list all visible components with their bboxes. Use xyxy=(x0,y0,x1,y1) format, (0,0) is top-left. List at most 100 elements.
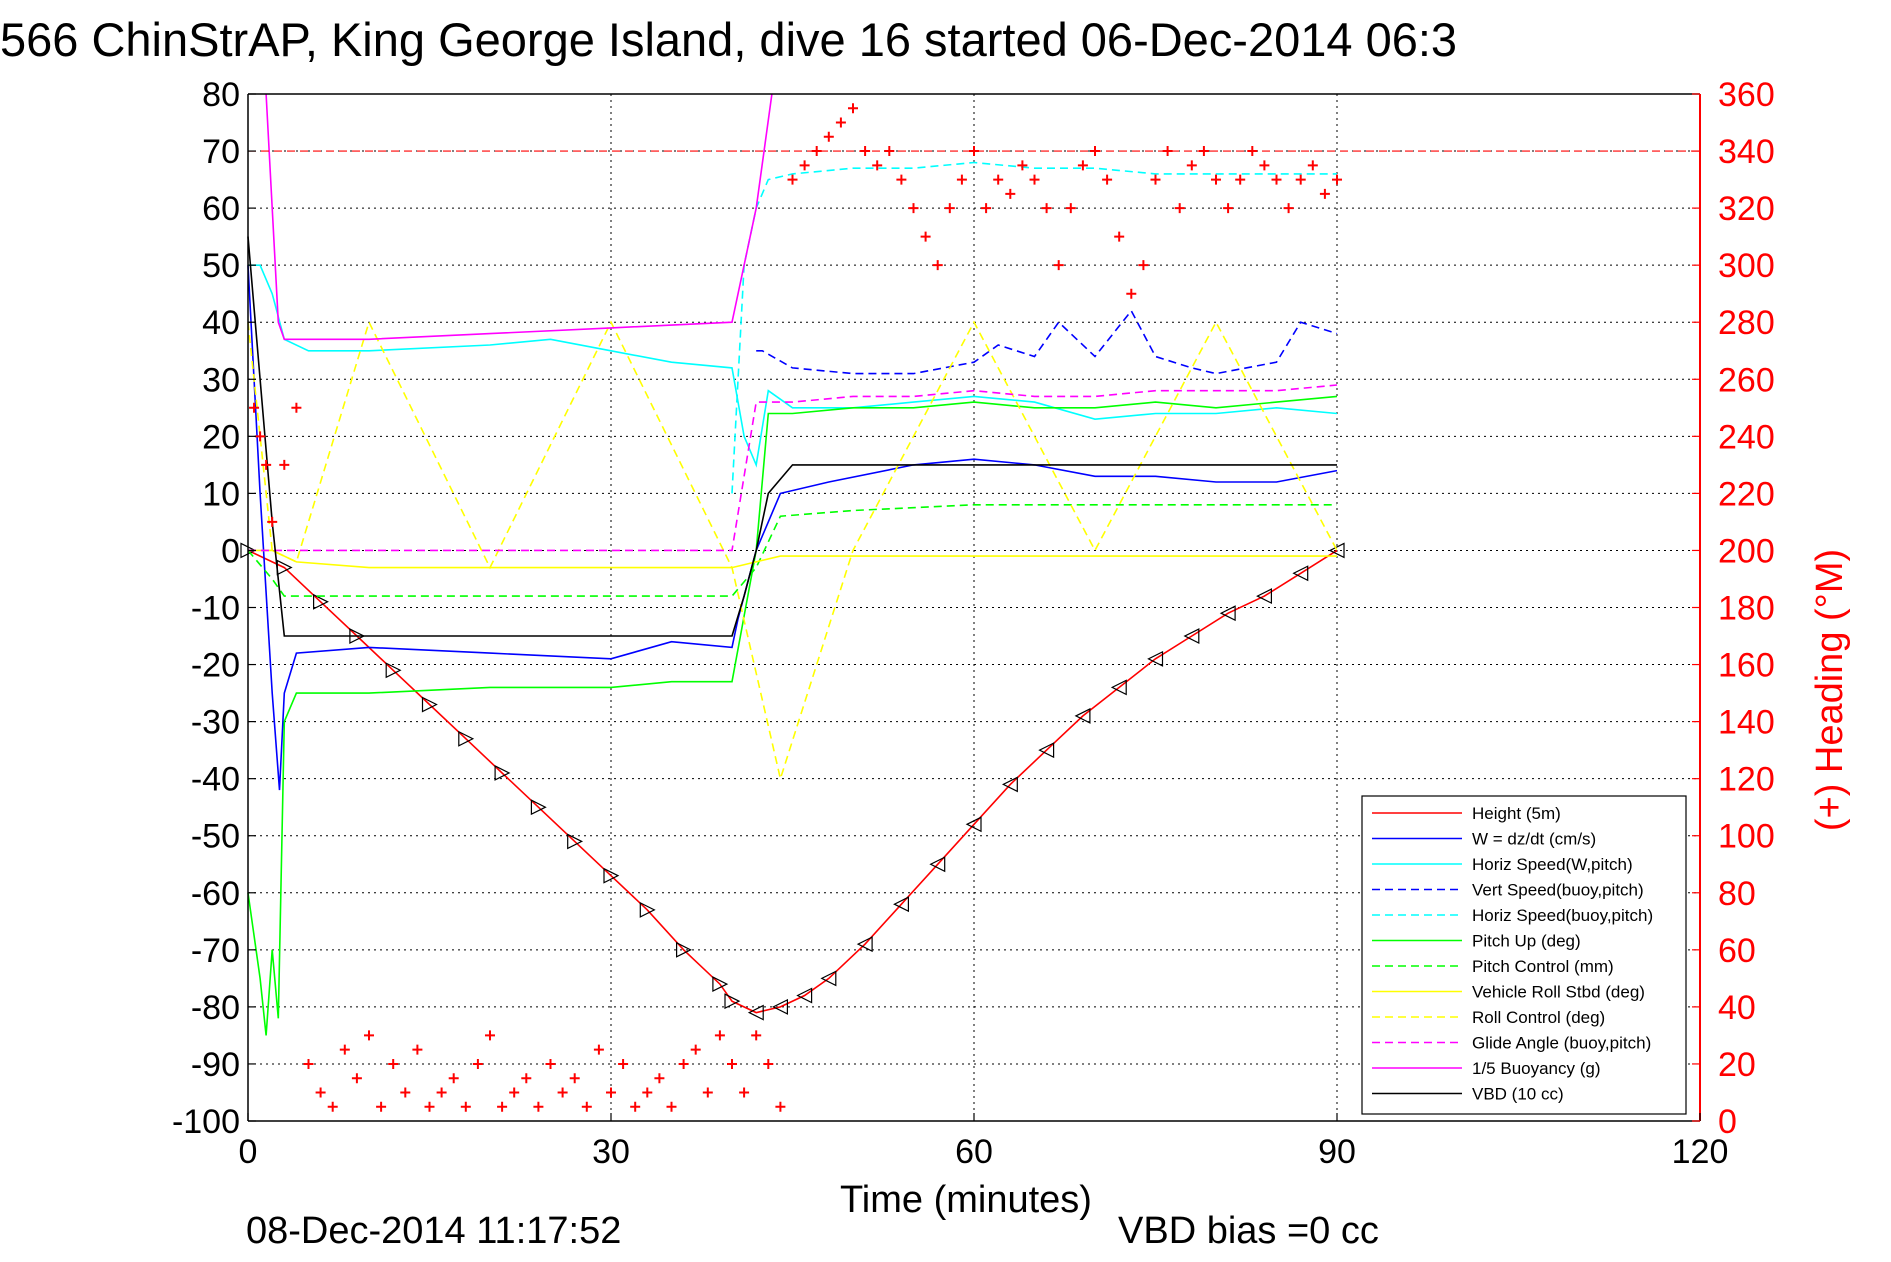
legend-label: Horiz Speed(buoy,pitch) xyxy=(1472,906,1653,925)
heading-point xyxy=(1126,288,1137,299)
heading-point xyxy=(291,402,302,413)
heading-point xyxy=(993,174,1004,185)
heading-point xyxy=(1041,203,1052,214)
series-line-6 xyxy=(247,503,1337,597)
heading-point xyxy=(956,174,967,185)
heading-point xyxy=(485,1030,495,1041)
series-line-9 xyxy=(248,384,1338,552)
y-tick-label: -40 xyxy=(191,761,240,799)
heading-point xyxy=(1162,146,1173,157)
height-marker xyxy=(893,896,910,913)
tick-labels: 80706050403020100-10-20-30-40-50-60-70-8… xyxy=(172,76,1775,1171)
heading-point xyxy=(787,174,798,185)
heading-point xyxy=(835,117,846,128)
y-tick-label: -80 xyxy=(191,989,240,1027)
y2-axis-label: (+) Heading (°M) xyxy=(1809,549,1851,831)
heading-point xyxy=(1186,160,1197,171)
y2-tick-label: 340 xyxy=(1718,133,1775,171)
y2-tick-label: 300 xyxy=(1718,247,1775,285)
heading-point xyxy=(739,1087,750,1098)
heading-point xyxy=(1102,174,1113,185)
x-axis-label: Time (minutes) xyxy=(840,1179,1092,1221)
heading-point xyxy=(944,203,955,214)
height-marker xyxy=(530,799,547,816)
y-tick-label: -60 xyxy=(191,875,240,913)
heading-point xyxy=(654,1073,665,1084)
heading-point xyxy=(799,160,810,171)
y2-tick-label: 260 xyxy=(1718,361,1775,399)
y-tick-label: 60 xyxy=(202,190,240,228)
y2-tick-label: 100 xyxy=(1718,818,1775,856)
y-tick-label: -30 xyxy=(191,704,240,742)
height-marker xyxy=(747,1004,764,1021)
height-marker xyxy=(772,998,789,1015)
y2-tick-label: 200 xyxy=(1718,532,1775,570)
y-tick-label: -100 xyxy=(172,1103,240,1141)
heading-point xyxy=(261,459,272,470)
x-tick-label: 0 xyxy=(239,1133,258,1171)
series-line-8 xyxy=(247,320,1338,782)
heading-point xyxy=(1017,160,1028,171)
height-marker xyxy=(1292,565,1309,582)
y-tick-label: 20 xyxy=(202,418,240,456)
heading-layer xyxy=(248,103,1700,1112)
series-line-10 xyxy=(265,93,773,341)
heading-point xyxy=(727,1058,737,1069)
height-marker xyxy=(639,901,656,918)
heading-point xyxy=(315,1087,326,1098)
y-tick-label: -10 xyxy=(191,590,240,628)
heading-point xyxy=(872,160,883,171)
series-line-5 xyxy=(247,395,1338,1036)
height-marker xyxy=(1038,742,1055,759)
height-marker xyxy=(1183,628,1200,644)
heading-point xyxy=(339,1044,350,1055)
footer-timestamp: 08-Dec-2014 11:17:52 xyxy=(246,1210,621,1252)
heading-point xyxy=(1065,203,1076,214)
x-tick-label: 90 xyxy=(1318,1133,1356,1171)
heading-point xyxy=(678,1058,689,1069)
heading-point xyxy=(1259,160,1270,171)
y-tick-label: 40 xyxy=(202,304,240,342)
heading-point xyxy=(714,1030,725,1041)
height-marker xyxy=(929,856,946,873)
x-tick-label: 30 xyxy=(592,1133,630,1171)
y-tick-label: 50 xyxy=(202,247,240,285)
heading-point xyxy=(1138,260,1149,271)
x-tick-label: 120 xyxy=(1672,1133,1729,1171)
heading-point xyxy=(884,146,895,157)
heading-point xyxy=(303,1058,314,1069)
heading-point xyxy=(1005,188,1016,199)
legend-label: 1/5 Buoyancy (g) xyxy=(1472,1059,1601,1078)
y-tick-label: 0 xyxy=(221,532,240,570)
y-tick-label: 30 xyxy=(202,361,240,399)
heading-point xyxy=(1053,260,1064,271)
heading-point xyxy=(751,1030,762,1041)
heading-point xyxy=(1307,160,1318,171)
legend-label: Pitch Control (mm) xyxy=(1472,957,1614,976)
heading-point xyxy=(388,1058,399,1069)
heading-point xyxy=(920,231,931,242)
series-line-11 xyxy=(247,236,1337,637)
height-marker xyxy=(421,696,438,713)
heading-point xyxy=(1174,203,1185,214)
y-tick-label: 10 xyxy=(202,475,240,513)
height-marker xyxy=(675,941,692,958)
heading-point xyxy=(412,1044,423,1055)
heading-point xyxy=(642,1087,653,1098)
height-marker xyxy=(1219,605,1236,622)
heading-point xyxy=(521,1073,532,1084)
height-marker xyxy=(1001,776,1018,793)
heading-point xyxy=(1271,174,1282,185)
heading-point xyxy=(424,1101,435,1112)
heading-point xyxy=(351,1073,362,1084)
y2-tick-label: 220 xyxy=(1718,475,1775,513)
legend-box xyxy=(1361,795,1687,1115)
legend-label: W = dz/dt (cm/s) xyxy=(1472,830,1596,849)
y2-tick-label: 120 xyxy=(1718,761,1775,799)
y2-tick-label: 180 xyxy=(1718,590,1775,628)
height-marker xyxy=(712,976,729,993)
heading-point xyxy=(969,146,979,157)
series-line-4 xyxy=(731,161,1337,494)
legend: Height (5m) W = dz/dt (cm/s) Horiz Speed(W… xyxy=(1361,795,1687,1115)
